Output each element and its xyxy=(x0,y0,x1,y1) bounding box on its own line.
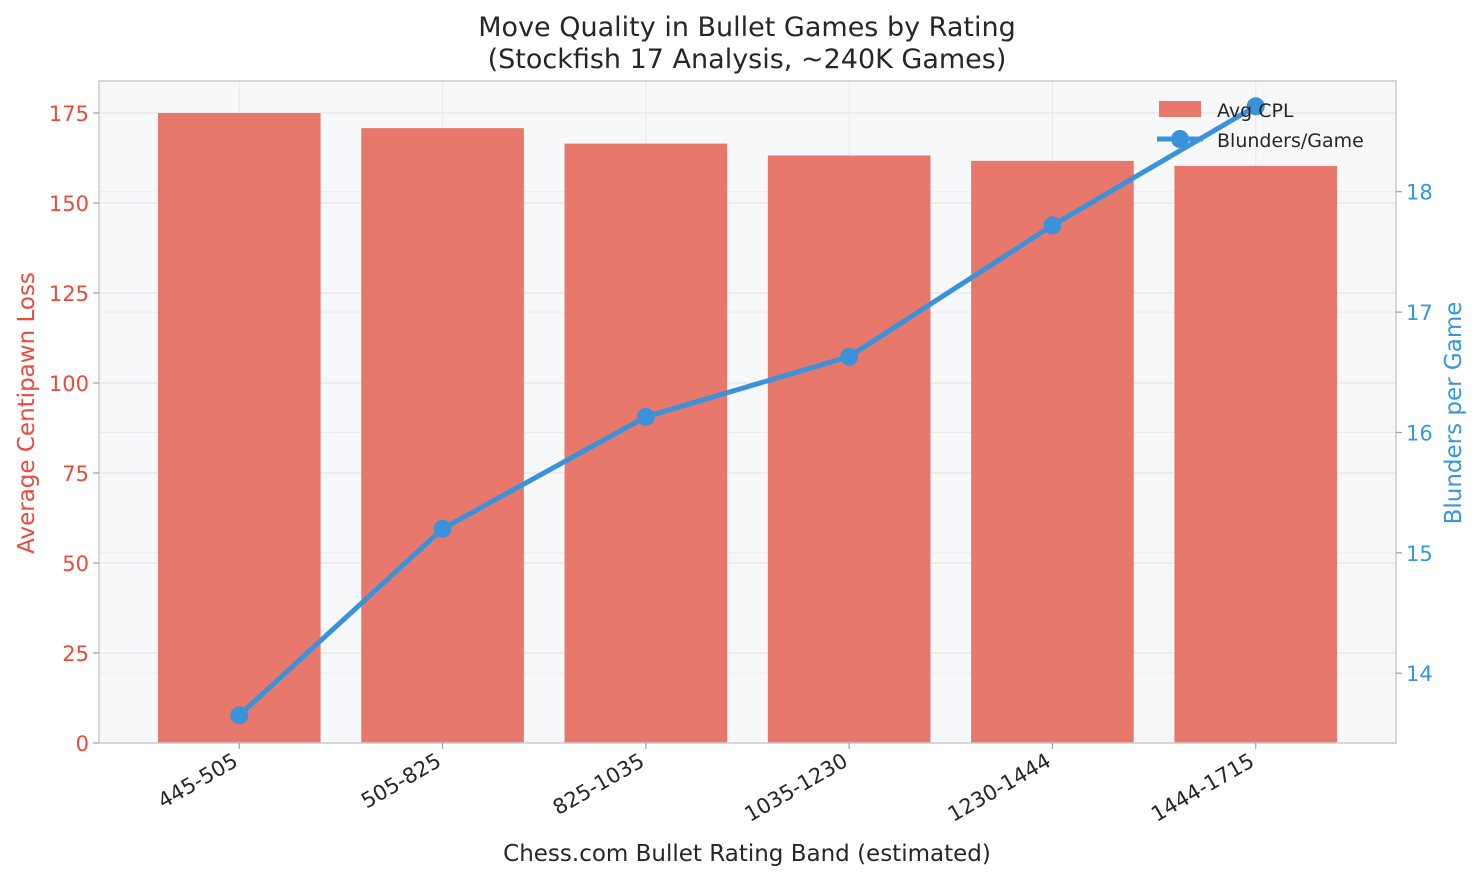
left-tick-label: 125 xyxy=(49,282,89,306)
left-tick-label: 75 xyxy=(62,462,89,486)
x-tick-label: 1035-1230 xyxy=(741,749,852,827)
left-tick-label: 25 xyxy=(62,642,89,666)
legend: Avg CPL Blunders/Game xyxy=(1157,100,1364,152)
line-path xyxy=(237,104,1257,718)
x-tick-label: 445-505 xyxy=(154,749,242,814)
legend-label-line: Blunders/Game xyxy=(1217,130,1364,152)
bar xyxy=(971,160,1134,743)
legend-swatch-bar xyxy=(1159,101,1201,117)
x-axis-label: Chess.com Bullet Rating Band (estimated) xyxy=(503,841,991,867)
line-point xyxy=(1043,216,1062,235)
right-tick-label: 18 xyxy=(1406,181,1433,205)
x-tick-label: 825-1035 xyxy=(549,749,649,820)
right-tick-label: 16 xyxy=(1406,421,1433,445)
bar xyxy=(157,113,321,743)
left-tick-label: 150 xyxy=(49,192,89,216)
line-point xyxy=(840,347,859,366)
line-point xyxy=(636,407,655,426)
left-tick-label: 0 xyxy=(76,732,89,756)
right-tick-label: 15 xyxy=(1406,542,1433,566)
bar xyxy=(767,155,931,744)
line-point xyxy=(1246,97,1265,116)
left-axis: 0 25 50 75 100 125 150 175 xyxy=(49,102,99,756)
right-tick-label: 14 xyxy=(1406,662,1433,686)
legend-marker xyxy=(1171,130,1189,148)
right-axis: 14 15 16 17 18 xyxy=(1396,181,1433,686)
line-series xyxy=(230,97,1265,725)
x-axis: 445-505 505-825 825-1035 1035-1230 1230-1444… xyxy=(154,743,1258,827)
left-tick-label: 175 xyxy=(49,102,89,126)
x-tick-label: 1444-1715 xyxy=(1147,749,1258,827)
left-axis-label: Average Centipawn Loss xyxy=(14,272,40,554)
x-tick-label: 1230-1444 xyxy=(944,749,1055,827)
chart-subtitle: (Stockfish 17 Analysis, ~240K Games) xyxy=(488,44,1007,75)
x-tick-label: 505-825 xyxy=(357,749,445,814)
plot-frame xyxy=(98,80,1397,744)
bar xyxy=(361,128,524,743)
left-tick-label: 100 xyxy=(49,372,89,396)
line-point xyxy=(230,706,249,725)
chart-title: Move Quality in Bullet Games by Rating xyxy=(478,12,1015,43)
bar-series xyxy=(157,113,1338,744)
bar xyxy=(1174,165,1338,744)
bar xyxy=(564,143,728,744)
left-tick-label: 50 xyxy=(62,552,89,576)
line-point xyxy=(433,519,452,538)
right-tick-label: 17 xyxy=(1406,301,1433,325)
legend-label-bar: Avg CPL xyxy=(1217,100,1294,122)
right-axis-label: Blunders per Game xyxy=(1441,302,1467,525)
